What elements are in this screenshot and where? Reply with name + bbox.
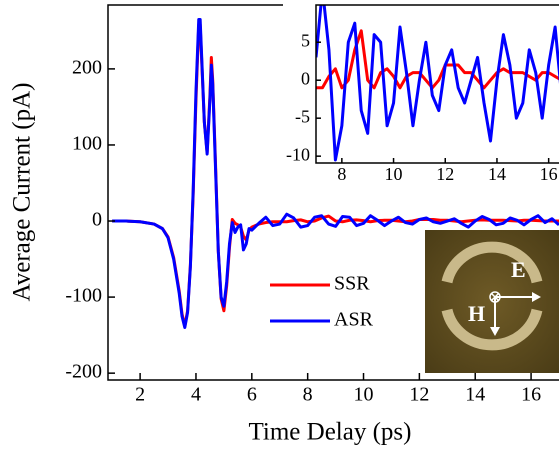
h-arrowhead [490,327,500,336]
e-arrowhead [532,292,541,302]
y-axis-label: Average Current (pA) [9,83,36,302]
x-tick-label: 16 [521,384,541,406]
h-label: H [468,301,485,326]
x-tick-label: 10 [385,164,403,184]
plot-frame [315,4,559,164]
e-label: E [511,257,526,282]
x-tick-label: 16 [540,164,558,184]
y-tick-label: -5 [295,106,310,126]
x-tick-label: 6 [247,384,257,406]
series-line [316,5,559,162]
x-tick-label: 12 [409,384,429,406]
x-tick-label: 14 [465,384,485,406]
x-tick-label: 10 [354,384,374,406]
x-tick-label: 8 [303,384,313,406]
y-tick-label: 0 [301,68,310,88]
inset-background [283,3,559,185]
y-tick-label: 0 [92,209,102,231]
k-symbol [489,291,501,303]
y-tick-label: -100 [65,285,102,307]
ring-lower [441,308,543,351]
x-axis-label: Time Delay (ps) [249,419,412,446]
x-tick-label: 2 [135,384,145,406]
k-cross [490,292,500,302]
x-tick-label: 14 [488,164,506,184]
ring-upper [441,241,543,284]
x-tick-label: 4 [191,384,201,406]
x-tick-label: 12 [436,164,454,184]
legend: SSR ASR [270,273,374,331]
device-photo: E H [425,230,559,373]
legend-label: ASR [334,309,374,331]
series-line [112,17,559,330]
legend-label: SSR [334,273,370,295]
inset-plot: 8 10 12 14 16 -10 -5 0 5 [283,3,559,185]
y-tick-label: 5 [301,30,310,50]
y-tick-label: -200 [65,361,102,383]
y-tick-label: 100 [72,133,102,155]
x-tick-label: 8 [337,164,346,184]
y-tick-label: -10 [286,144,310,164]
y-tick-label: 200 [72,56,102,78]
